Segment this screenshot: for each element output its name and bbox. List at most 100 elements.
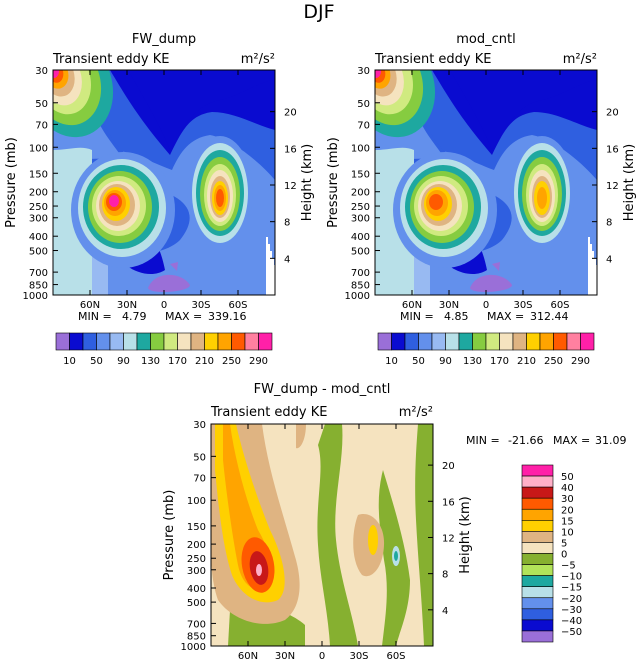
lat-tick-label: 60N — [402, 300, 422, 311]
pressure-tick-label: 70 — [35, 120, 48, 131]
colorbar-swatch — [445, 332, 460, 351]
colorbar-swatch — [82, 332, 97, 351]
pressure-tick-label: 700 — [351, 268, 370, 279]
units-label: m²/s² — [241, 52, 275, 67]
colorbar-label: 30 — [561, 494, 574, 505]
pressure-tick-label: 30 — [35, 66, 48, 77]
panel-subtitle: Transient eddy KE — [210, 405, 328, 420]
height-tick-label: 16 — [442, 497, 455, 508]
min-label: MIN = — [466, 434, 500, 447]
y2-axis-title: Height (km) — [300, 144, 315, 221]
colorbar-swatch — [55, 332, 70, 351]
max-value: 312.44 — [530, 310, 569, 323]
colorbar-swatch — [391, 332, 406, 351]
colorbar-swatch — [521, 553, 554, 565]
colorbar-swatch — [521, 619, 554, 632]
colorbar-swatch — [190, 332, 205, 351]
colorbar-swatch — [96, 332, 111, 351]
colorbar-label: 290 — [571, 356, 590, 367]
height-tick-label: 8 — [284, 218, 290, 229]
pressure-tick-label: 30 — [357, 66, 370, 77]
lat-tick-label: 0 — [161, 300, 167, 311]
colorbar-label: 170 — [168, 356, 187, 367]
y2-axis-title: Height (km) — [622, 144, 637, 221]
colorbar-swatch — [521, 630, 554, 643]
contour-band — [492, 262, 500, 271]
height-tick-label: 4 — [606, 254, 612, 265]
pressure-tick-label: 1000 — [23, 291, 48, 302]
y-axis-title: Pressure (mb) — [4, 137, 19, 228]
colorbar-label: 130 — [463, 356, 482, 367]
page-title: DJF — [303, 1, 334, 23]
colorbar-swatch — [485, 332, 500, 351]
colorbar-label: −30 — [561, 605, 582, 616]
height-tick-label: 16 — [606, 144, 619, 155]
contour-band — [429, 194, 443, 210]
colorbar-swatch — [539, 332, 554, 351]
pressure-tick-label: 100 — [351, 143, 370, 154]
pressure-tick-label: 150 — [351, 169, 370, 180]
colorbar-swatch — [418, 332, 433, 351]
pressure-tick-label: 850 — [187, 632, 206, 643]
colorbar-label: −50 — [561, 627, 582, 638]
colorbar-swatch — [521, 464, 554, 477]
colorbar-swatch — [136, 332, 151, 351]
pressure-tick-label: 50 — [193, 452, 206, 463]
colorbar-label: 250 — [544, 356, 563, 367]
contour-field — [53, 70, 275, 295]
colorbar-label: 170 — [490, 356, 509, 367]
pressure-tick-label: 100 — [29, 143, 48, 154]
pressure-tick-label: 200 — [187, 540, 206, 551]
contour-band — [415, 424, 433, 646]
pressure-tick-label: 250 — [187, 554, 206, 565]
contour-band — [317, 424, 358, 646]
colorbar-label: 40 — [561, 483, 574, 494]
height-tick-label: 20 — [284, 108, 297, 119]
height-tick-label: 12 — [606, 181, 619, 192]
panel-title: FW_dump - mod_cntl — [254, 382, 391, 397]
pressure-tick-label: 500 — [351, 247, 370, 258]
colorbar-label: 50 — [90, 356, 103, 367]
colorbar-swatch — [521, 564, 554, 576]
colorbar-swatch — [499, 332, 514, 351]
colorbar-label: 10 — [385, 356, 398, 367]
colorbar-swatch — [526, 332, 541, 351]
colorbar-label: 10 — [63, 356, 76, 367]
colorbar-label: 0 — [561, 550, 567, 561]
colorbar-swatch — [177, 332, 192, 351]
colorbar-label: −15 — [561, 583, 582, 594]
contour-band — [256, 564, 262, 576]
colorbar-label: 5 — [561, 538, 567, 549]
colorbar-swatch — [580, 332, 595, 351]
contour-band — [296, 424, 306, 449]
colorbar-swatch — [521, 508, 554, 521]
colorbar-swatch — [566, 332, 581, 351]
colorbar-label: 90 — [439, 356, 452, 367]
colorbar-swatch — [472, 332, 487, 351]
height-tick-label: 4 — [442, 606, 448, 617]
height-tick-label: 20 — [606, 108, 619, 119]
panel-mod-cntl: mod_cntl Transient eddy KE m²/s² — [326, 32, 637, 367]
colorbar-label: 15 — [561, 516, 574, 527]
height-tick-label: 20 — [442, 461, 455, 472]
colorbar-swatch — [512, 332, 527, 351]
contour-band — [394, 551, 398, 561]
lat-tick-label: 60N — [80, 300, 100, 311]
pressure-tick-label: 70 — [357, 120, 370, 131]
min-value: 4.79 — [122, 310, 147, 323]
pressure-tick-label: 850 — [351, 281, 370, 292]
pressure-tick-label: 70 — [193, 474, 206, 485]
colorbar-swatch — [231, 332, 246, 351]
pressure-tick-label: 150 — [29, 169, 48, 180]
min-label: MIN = — [78, 310, 112, 323]
colorbar-label: 20 — [561, 505, 574, 516]
pressure-tick-label: 400 — [29, 232, 48, 243]
colorbar-swatch — [150, 332, 165, 351]
colorbar-swatch — [123, 332, 138, 351]
panel-title: FW_dump — [132, 32, 196, 47]
colorbar-swatch — [404, 332, 419, 351]
contour-field — [211, 424, 433, 646]
lat-tick-label: 60S — [550, 300, 569, 311]
height-tick-label: 16 — [284, 144, 297, 155]
height-tick-label: 12 — [442, 533, 455, 544]
